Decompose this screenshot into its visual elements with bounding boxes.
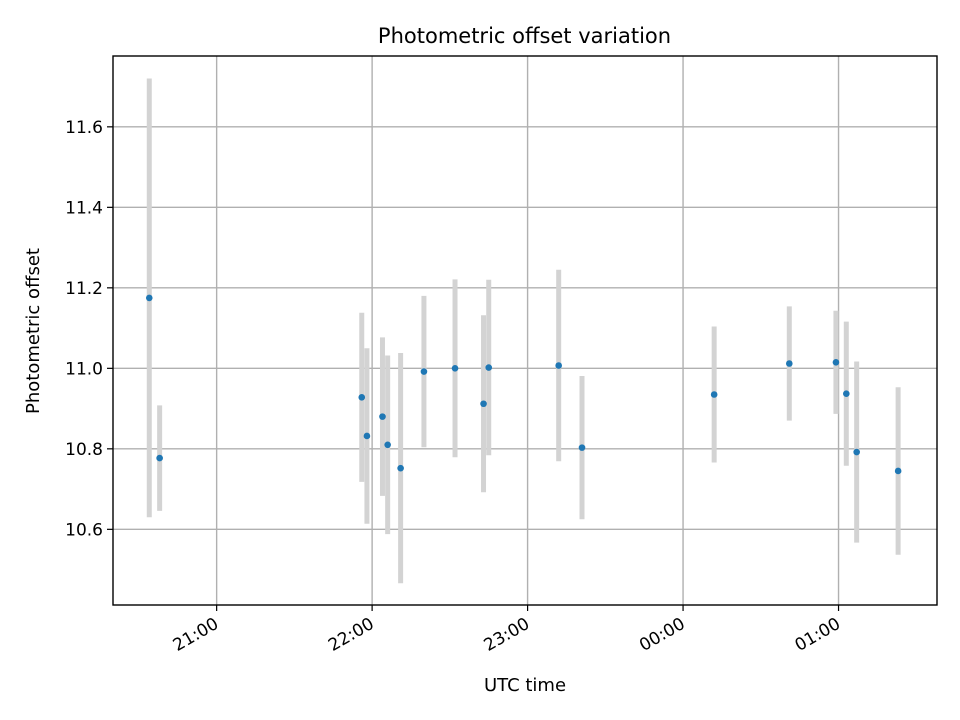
y-axis-title: Photometric offset bbox=[23, 248, 44, 414]
y-tick-label: 11.4 bbox=[65, 198, 103, 218]
y-tick-label: 11.0 bbox=[65, 359, 103, 379]
data-points bbox=[145, 294, 902, 475]
data-point bbox=[710, 391, 718, 398]
data-point bbox=[384, 441, 391, 449]
data-point bbox=[485, 364, 493, 371]
data-point bbox=[145, 294, 153, 302]
data-point bbox=[480, 400, 487, 408]
data-point bbox=[894, 467, 902, 475]
data-point bbox=[555, 362, 562, 369]
data-point bbox=[786, 360, 793, 367]
x-tick-label: 01:00 bbox=[792, 614, 844, 656]
grid-lines bbox=[113, 56, 937, 605]
data-point bbox=[363, 432, 371, 440]
x-tick-label: 00:00 bbox=[636, 614, 688, 656]
data-point bbox=[451, 365, 459, 372]
data-point bbox=[358, 394, 366, 401]
chart-title: Photometric offset variation bbox=[378, 24, 671, 48]
data-point bbox=[156, 454, 163, 462]
y-tick-label: 10.8 bbox=[65, 440, 103, 460]
data-point bbox=[843, 390, 850, 397]
data-point bbox=[578, 444, 586, 451]
x-axis-ticks: 21:00 22:00 23:00 00:00 01:00 bbox=[170, 605, 844, 656]
data-point bbox=[397, 464, 404, 472]
y-axis-ticks: 10.6 10.8 11.0 11.2 11.4 11.6 bbox=[65, 118, 113, 540]
y-tick-label: 11.6 bbox=[65, 118, 103, 138]
plot-frame bbox=[112, 55, 938, 606]
data-point bbox=[832, 358, 840, 366]
y-tick-label: 10.6 bbox=[65, 520, 103, 540]
data-point bbox=[420, 368, 428, 375]
x-tick-label: 22:00 bbox=[325, 614, 377, 656]
y-tick-label: 11.2 bbox=[65, 279, 103, 299]
error-bars bbox=[146, 78, 901, 584]
x-tick-label: 23:00 bbox=[481, 614, 533, 656]
x-axis-title: UTC time bbox=[484, 675, 566, 696]
x-tick-label: 21:00 bbox=[170, 614, 222, 656]
data-point bbox=[853, 448, 860, 456]
data-point bbox=[379, 413, 386, 420]
